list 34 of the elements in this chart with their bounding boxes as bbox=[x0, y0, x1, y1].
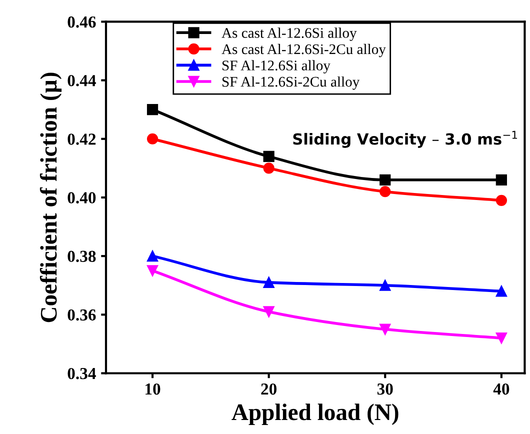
y-axis-title: Coefficient of friction (µ) bbox=[40, 72, 62, 322]
x-tick-label: 40 bbox=[493, 383, 510, 395]
legend-label: As cast Al-12.6Si alloy bbox=[222, 28, 357, 41]
point bbox=[146, 133, 158, 144]
point bbox=[263, 276, 274, 288]
point bbox=[263, 150, 274, 162]
x-tick-label: 10 bbox=[146, 383, 160, 395]
y-tick-label: 0.46 bbox=[68, 16, 96, 28]
y-tick-label: 0.38 bbox=[68, 250, 96, 262]
legend-label: As cast Al-12.6Si-2Cu alloy bbox=[222, 44, 386, 58]
y-tick-label: 0.34 bbox=[68, 368, 96, 380]
point bbox=[496, 286, 507, 297]
y-tick-label: 0.36 bbox=[68, 309, 96, 321]
y-tick-label: 0.42 bbox=[68, 134, 96, 145]
legend-label: SF Al-12.6Si alloy bbox=[222, 60, 330, 74]
point bbox=[380, 186, 391, 198]
point bbox=[146, 104, 158, 116]
point bbox=[496, 174, 507, 186]
y-tick-label: 0.40 bbox=[68, 192, 96, 204]
y-tick-label: 0.44 bbox=[68, 74, 96, 86]
point bbox=[380, 324, 391, 335]
point bbox=[146, 250, 158, 262]
point bbox=[146, 265, 158, 276]
point bbox=[496, 332, 507, 344]
point bbox=[380, 280, 391, 291]
point bbox=[263, 306, 274, 318]
point bbox=[263, 162, 274, 174]
x-tick-label: 20 bbox=[261, 383, 277, 395]
x-tick-label: 30 bbox=[377, 383, 393, 395]
annotation: Sliding Velocity – 3.0 ms$^{−1}$ bbox=[293, 130, 518, 148]
point bbox=[496, 194, 507, 206]
x-axis-title: Applied load (N) bbox=[232, 404, 398, 426]
legend-label: SF Al-12.6Si-2Cu alloy bbox=[222, 76, 360, 90]
point bbox=[380, 174, 391, 186]
